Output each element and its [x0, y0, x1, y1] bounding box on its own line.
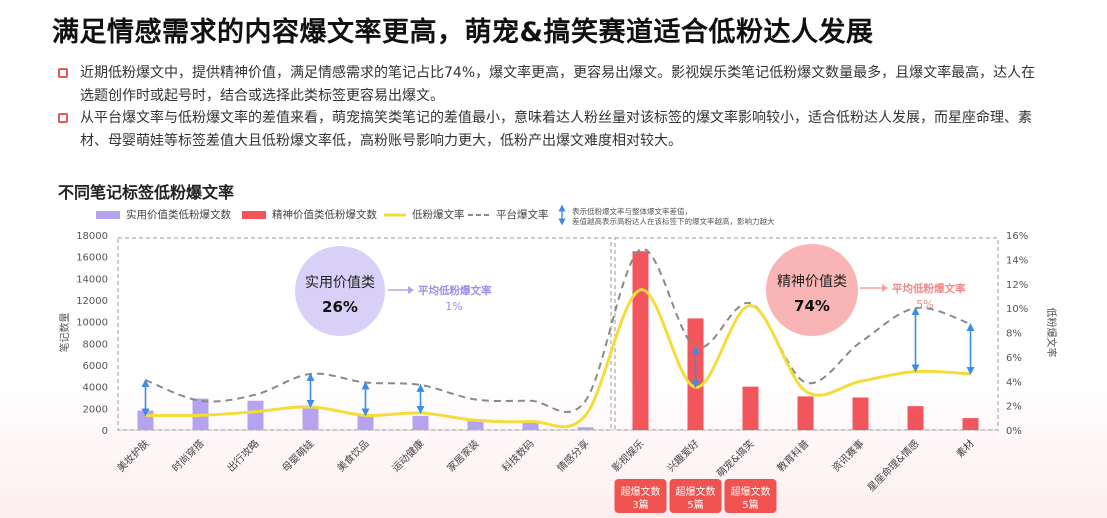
super-viral-badge-label: 超爆文数 — [676, 485, 716, 498]
x-category-label: 资讯赛事 — [829, 437, 866, 474]
y-axis-title: 笔记数量 — [58, 313, 71, 353]
spiritual-share-circle — [766, 244, 858, 336]
y-tick-label: 16000 — [76, 253, 108, 264]
bullet-text: 从平台爆文率与低粉爆文率的差值来看，萌宠搞笑类笔记的差值最小，意味着达人粉丝量对… — [80, 110, 1032, 149]
y-tick-label: 0 — [102, 426, 108, 437]
x-category-label: 出行攻略 — [224, 437, 261, 474]
spiritual-bar — [742, 386, 759, 430]
legend-spiritual-label: 精神价值类低粉爆文数 — [272, 208, 377, 221]
spiritual-bar — [797, 396, 814, 430]
legend-note-line2: 差值越高表示高粉达人在该标签下的爆文率越高，影响力越大 — [572, 216, 775, 226]
legend-note-line1: 表示低粉爆文率与整体爆文率差值， — [572, 206, 692, 216]
y-tick-label: 12000 — [76, 296, 108, 307]
practical-share-value: 26% — [322, 298, 358, 316]
chart-title: 不同笔记标签低粉爆文率 — [58, 183, 235, 202]
practical-group-label: 实用价值类 — [305, 275, 375, 291]
y-tick-label: 8000 — [83, 339, 108, 350]
y-tick-label: 4000 — [83, 383, 108, 394]
spiritual-note-value: 5% — [916, 298, 933, 311]
x-category-label: 萌宠&搞笑 — [714, 437, 757, 480]
super-viral-badge-label: 超爆文数 — [731, 485, 771, 498]
x-category-label: 兴趣爱好 — [664, 437, 701, 474]
legend-practical-label: 实用价值类低粉爆文数 — [126, 208, 231, 221]
super-viral-badge — [614, 479, 667, 513]
y2-tick-label: 14% — [1006, 255, 1028, 266]
practical-bar — [137, 410, 154, 430]
x-category-label: 运动健康 — [389, 437, 426, 474]
page-title: 满足情感需求的内容爆文率更高，萌宠&搞笑赛道适合低粉达人发展 — [52, 17, 874, 48]
y2-tick-label: 16% — [1006, 231, 1028, 242]
super-viral-badge — [669, 479, 722, 513]
bullet-square-icon — [58, 68, 68, 78]
bullet-text: 近期低粉爆文中，提供精神价值，满足情感需求的笔记占比74%，爆文率更高，更容易出… — [80, 65, 1036, 104]
chart-background — [0, 198, 1107, 518]
super-viral-badge — [724, 479, 777, 513]
bullet-list: 近期低粉爆文中，提供精神价值，满足情感需求的笔记占比74%，爆文率更高，更容易出… — [58, 62, 1048, 152]
practical-share-circle — [295, 246, 385, 336]
practical-note-arrow-icon — [408, 286, 414, 294]
y-tick-label: 6000 — [83, 361, 108, 372]
practical-bar — [302, 408, 319, 430]
practical-note-value: 1% — [445, 300, 462, 313]
bullet-item: 从平台爆文率与低粉爆文率的差值来看，萌宠搞笑类笔记的差值最小，意味着达人粉丝量对… — [58, 107, 1048, 152]
y2-tick-label: 4% — [1006, 377, 1022, 388]
y-tick-label: 10000 — [76, 318, 108, 329]
x-category-label: 时尚穿搭 — [169, 437, 206, 474]
spiritual-bar — [632, 251, 649, 430]
y2-tick-label: 0% — [1006, 426, 1022, 437]
x-category-label: 母婴萌娃 — [279, 437, 316, 474]
practical-bar — [467, 419, 484, 430]
spiritual-bar — [962, 418, 979, 430]
super-viral-badge-count: 3篇 — [632, 498, 648, 511]
bullet-item: 近期低粉爆文中，提供精神价值，满足情感需求的笔记占比74%，爆文率更高，更容易出… — [58, 62, 1048, 107]
x-category-label: 家居家装 — [444, 437, 481, 474]
y2-tick-label: 12% — [1006, 280, 1028, 291]
x-category-label: 素材 — [953, 437, 976, 460]
practical-bar — [522, 421, 539, 430]
legend-practical-swatch — [96, 211, 120, 219]
super-viral-badge-count: 5篇 — [742, 498, 758, 511]
platform-rate-line — [145, 248, 971, 413]
y-tick-label: 14000 — [76, 274, 108, 285]
spiritual-bar — [852, 397, 869, 430]
x-category-label: 情感分享 — [554, 437, 591, 474]
spiritual-note-arrow-icon — [882, 284, 888, 292]
x-category-label: 美食饮品 — [334, 437, 371, 474]
y2-axis-title: 低粉爆文率 — [1045, 308, 1058, 358]
practical-bar — [412, 415, 429, 430]
x-category-label: 教育科普 — [774, 437, 811, 474]
legend-spiritual-swatch — [242, 211, 266, 219]
practical-bar — [357, 415, 374, 430]
spiritual-bar — [907, 406, 924, 430]
legend-platform-label: 平台爆文率 — [496, 208, 549, 221]
y2-tick-label: 2% — [1006, 402, 1022, 413]
x-category-label: 影视娱乐 — [609, 437, 646, 474]
y-tick-label: 2000 — [83, 404, 108, 415]
super-viral-badge-label: 超爆文数 — [621, 485, 661, 498]
spiritual-share-value: 74% — [794, 297, 830, 315]
bullet-square-icon — [58, 113, 68, 123]
y-tick-label: 18000 — [76, 231, 108, 242]
y2-tick-label: 10% — [1006, 304, 1028, 315]
x-category-label: 美妆护肤 — [114, 437, 151, 474]
legend-low-fan-label: 低粉爆文率 — [412, 208, 465, 221]
spiritual-note-label: 平均低粉爆文率 — [892, 282, 966, 295]
x-category-label: 科技数码 — [499, 437, 536, 474]
y2-tick-label: 8% — [1006, 329, 1022, 340]
practical-note-label: 平均低粉爆文率 — [418, 284, 492, 297]
y2-tick-label: 6% — [1006, 353, 1022, 364]
low-fan-rate-line — [145, 288, 971, 429]
x-category-label: 星座命理&情感 — [864, 437, 921, 494]
practical-bar — [577, 427, 594, 430]
super-viral-badge-count: 5篇 — [687, 498, 703, 511]
practical-bar — [247, 400, 264, 430]
spiritual-group-label: 精神价值类 — [777, 274, 847, 290]
